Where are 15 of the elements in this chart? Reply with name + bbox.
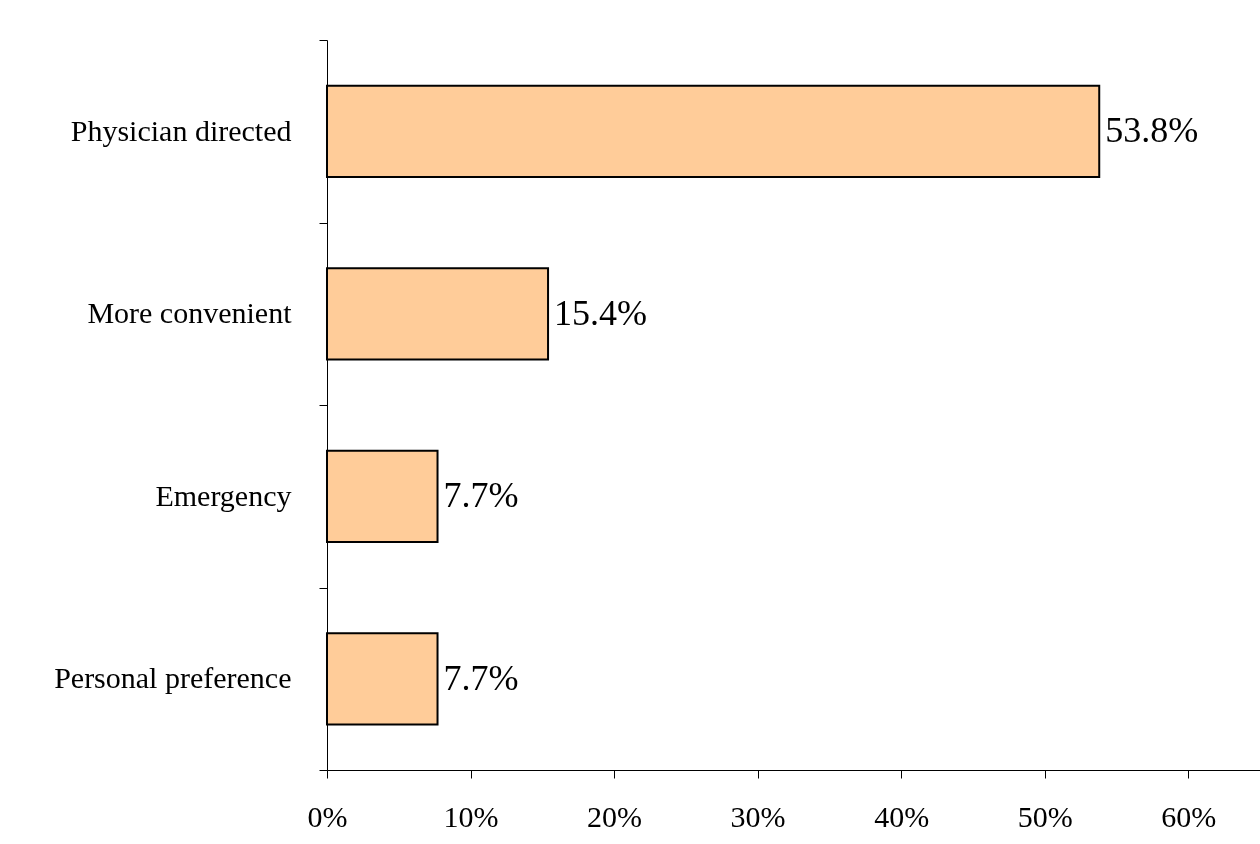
y-tick-label: Physician directed xyxy=(70,113,292,147)
x-tick-label: 50% xyxy=(1017,799,1073,833)
x-tick-label: 40% xyxy=(874,799,930,833)
data-label: 53.8% xyxy=(1105,110,1199,151)
x-tick-label: 60% xyxy=(1161,799,1217,833)
y-tick-label: Personal preference xyxy=(54,661,292,695)
x-tick-label: 30% xyxy=(730,799,786,833)
data-label: 7.7% xyxy=(443,657,519,698)
data-label: 15.4% xyxy=(554,292,648,333)
x-tick-label: 0% xyxy=(307,799,348,833)
y-tick-label: More convenient xyxy=(87,296,293,330)
x-tick-label: 20% xyxy=(587,799,643,833)
data-label: 7.7% xyxy=(443,475,519,516)
y-tick-label: Emergency xyxy=(155,478,292,512)
x-tick-label: 10% xyxy=(443,799,499,833)
